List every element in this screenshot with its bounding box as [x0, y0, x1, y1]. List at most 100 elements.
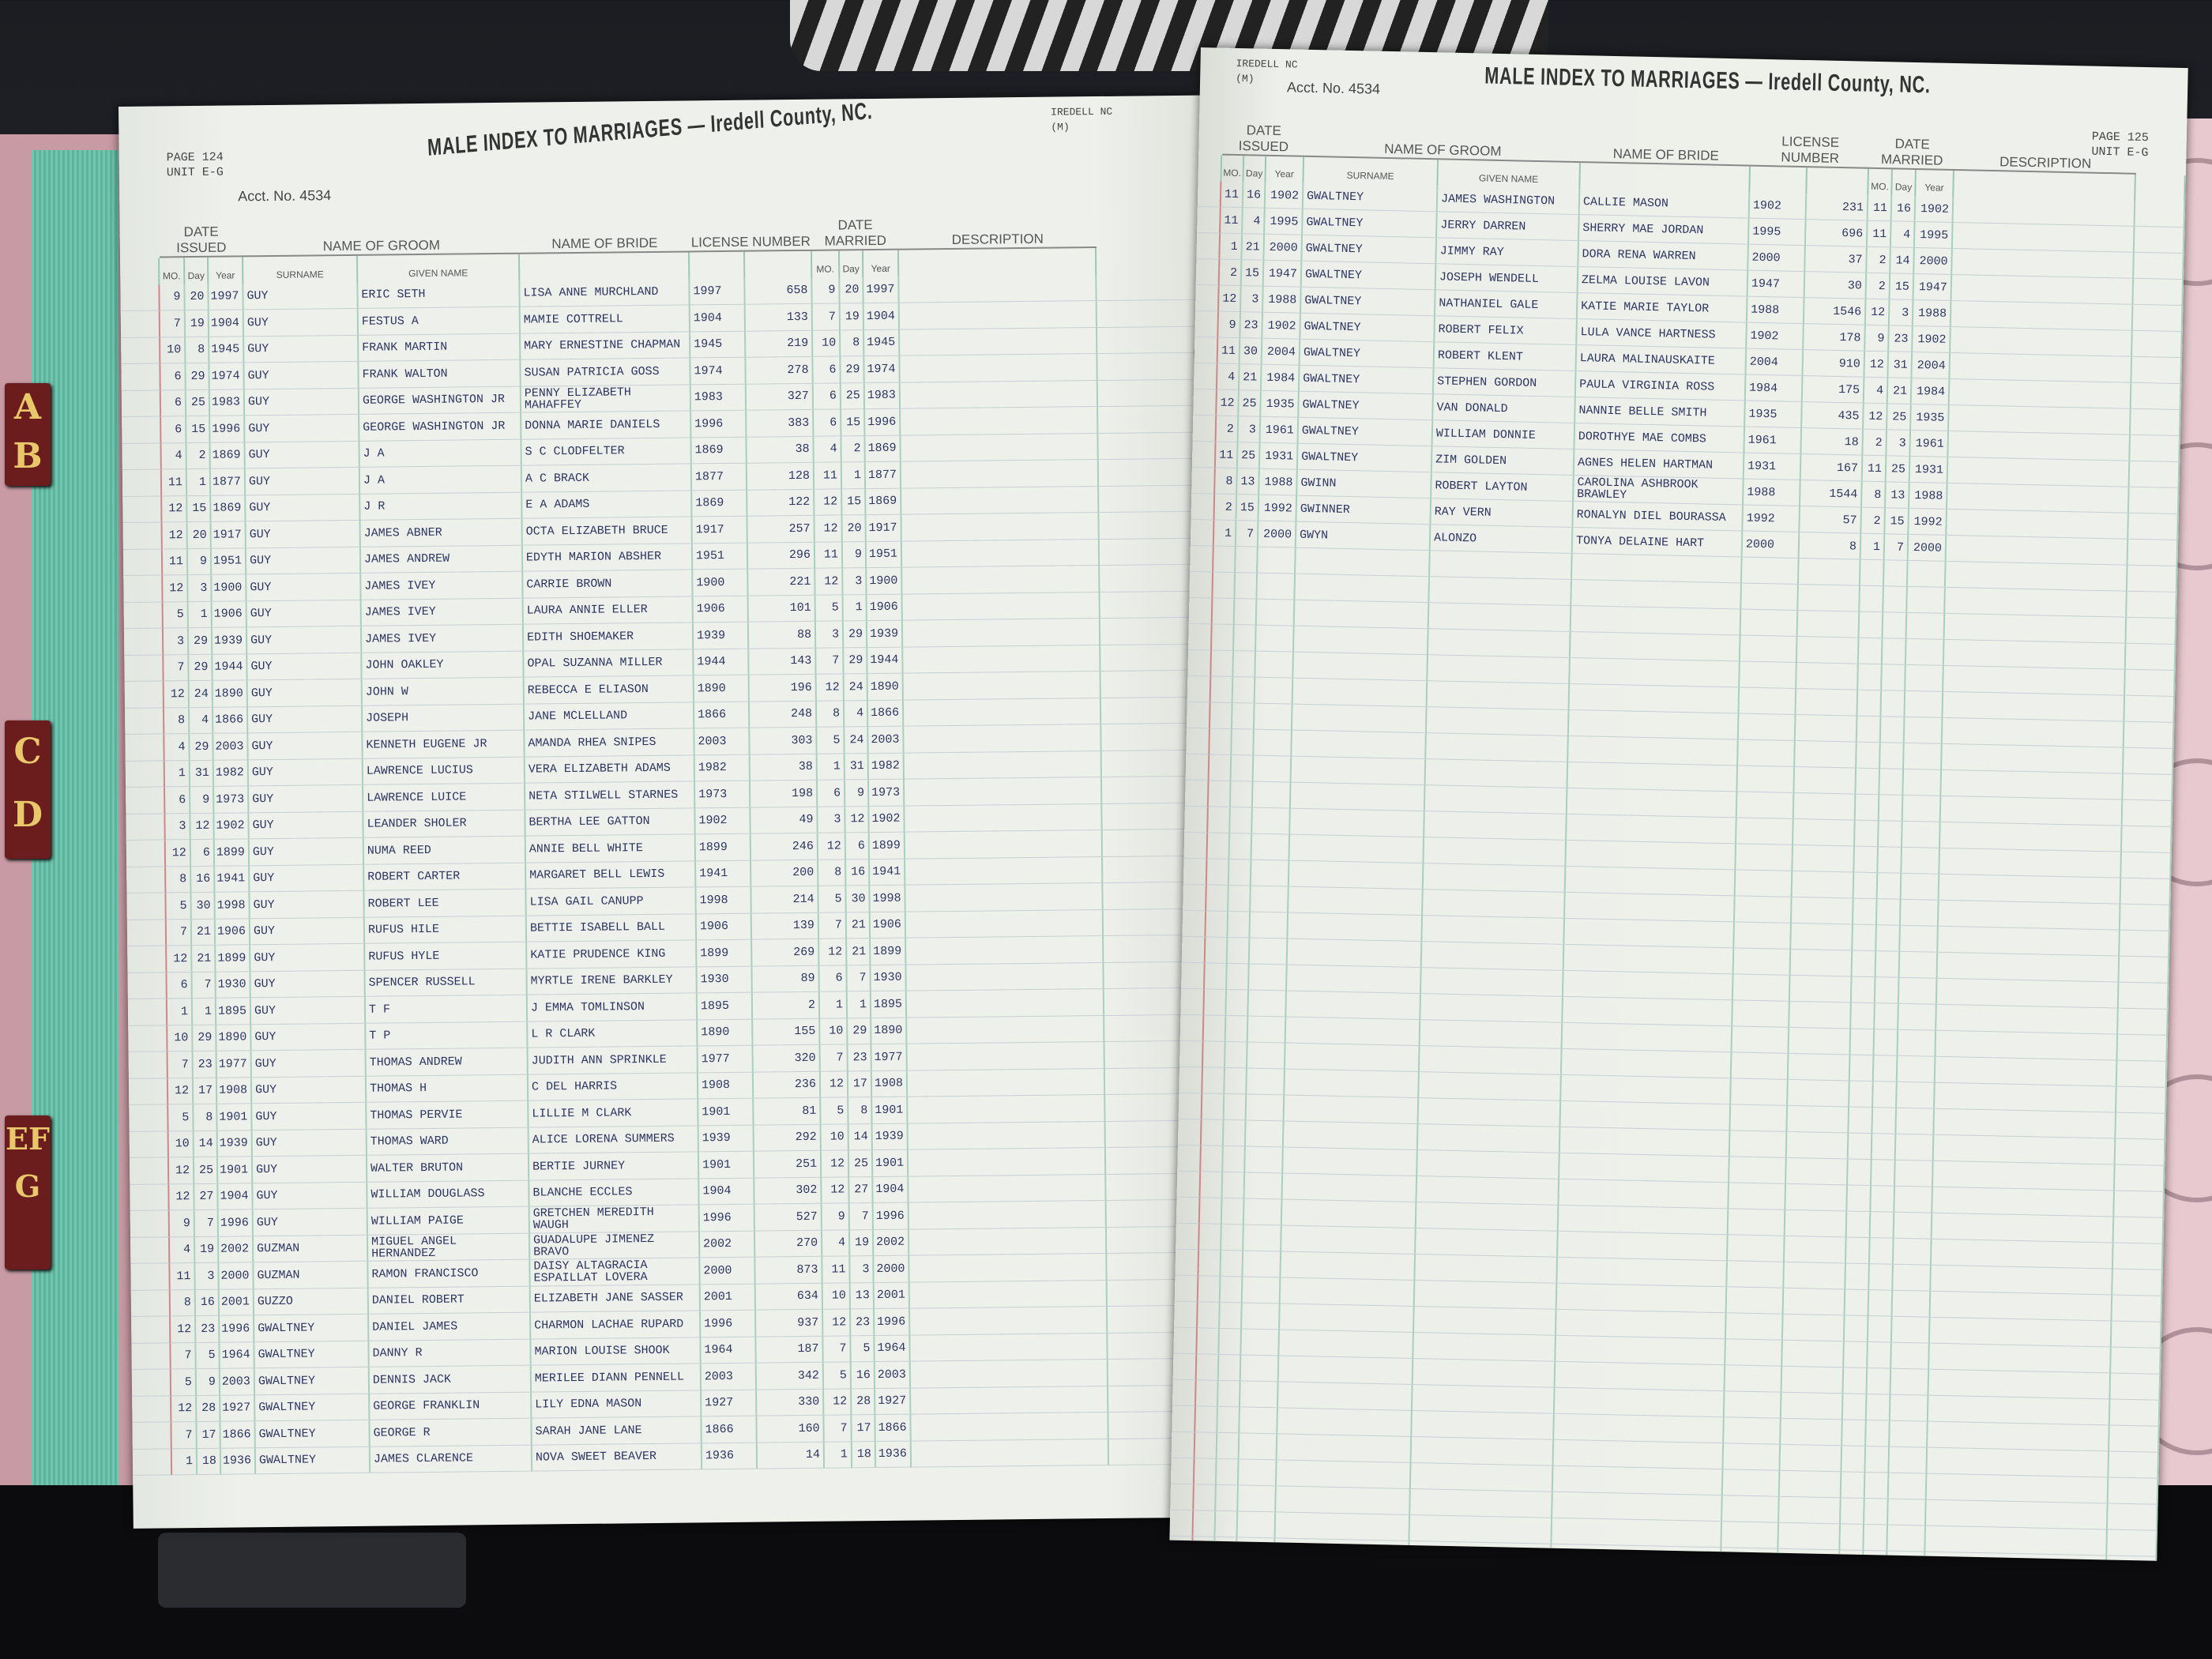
license-number: 248	[749, 701, 818, 728]
extra-cell	[1098, 432, 1205, 461]
license-number: 18	[1801, 428, 1864, 456]
blank-ruled-cell	[1845, 1263, 1870, 1291]
blank-ruled-cell	[1903, 769, 1943, 796]
issued-day: 17	[197, 1421, 221, 1449]
issued-month: 3	[165, 813, 191, 841]
margin-cell	[128, 1078, 169, 1105]
groom-given-name: ALONZO	[1430, 525, 1574, 554]
blank-ruled-cell	[1195, 1380, 1219, 1407]
groom-given-name: DANNY R	[369, 1339, 532, 1367]
margin-cell	[1197, 180, 1222, 208]
blank-ruled-cell	[1875, 977, 1900, 1004]
extra-cell	[2134, 252, 2184, 280]
married-year: 1961	[1910, 430, 1950, 457]
groom-given-name: DANIEL JAMES	[369, 1312, 532, 1341]
blank-ruled-cell	[2111, 1347, 2161, 1375]
bride-name: SUSAN PATRICIA GOSS	[521, 358, 691, 387]
married-year: 1902	[1913, 325, 1951, 353]
blank-ruled-cell	[1937, 952, 2120, 983]
married-year: 1988	[1909, 482, 1948, 510]
extra-cell	[2132, 304, 2184, 333]
blank-ruled-cell	[1423, 863, 1567, 893]
extra-cell	[1097, 273, 1203, 302]
blank-ruled-cell	[1727, 1235, 1785, 1262]
description-cell	[905, 856, 1104, 886]
blank-ruled-cell	[1841, 1472, 1866, 1499]
blank-ruled-cell	[1888, 1499, 1927, 1526]
blank-ruled-cell	[1796, 688, 1859, 717]
description-cell	[1950, 352, 2133, 383]
married-month: 8	[816, 700, 845, 728]
blank-ruled-cell	[1859, 611, 1884, 639]
blank-ruled-cell	[1905, 690, 1944, 718]
blank-ruled-cell	[1181, 962, 1206, 990]
blank-ruled-cell	[1894, 1186, 1933, 1213]
blank-ruled-cell	[1416, 1176, 1560, 1206]
groom-surname: GUY	[245, 467, 361, 495]
bride-name: KATIE PRUDENCE KING	[527, 940, 698, 969]
bride-name: AGNES HELEN HARTMAN	[1574, 450, 1745, 480]
blank-ruled-cell	[2125, 643, 2176, 672]
license-number: 269	[752, 939, 820, 967]
blank-ruled-cell	[1287, 965, 1422, 995]
description-cell	[907, 1041, 1105, 1071]
blank-ruled-cell	[1904, 743, 1943, 770]
margin-cell	[1190, 519, 1215, 547]
bride-name: J EMMA TOMLINSON	[527, 993, 698, 1022]
index-tab-ab[interactable]: A B	[5, 383, 51, 486]
license-number: 527	[754, 1203, 822, 1232]
groom-surname: GUY	[249, 784, 364, 813]
issued-month: 9	[160, 284, 186, 311]
blank-ruled-cell	[1736, 818, 1794, 845]
married-year: 1935	[1911, 404, 1950, 431]
year-header: Year	[1266, 156, 1305, 183]
married-month: 5	[815, 594, 844, 622]
blank-ruled-cell	[1424, 811, 1567, 841]
license-year: 1899	[697, 939, 753, 967]
married-day: 24	[844, 674, 868, 701]
account-number: Acct. No. 4534	[1286, 79, 1381, 97]
description-cell	[1952, 248, 2135, 279]
license-year: 2000	[1742, 531, 1800, 559]
blank-ruled-cell	[1236, 547, 1258, 574]
bride-name: GRETCHEN MEREDITH WAUGH	[529, 1205, 700, 1234]
license-year: 1906	[696, 913, 753, 941]
license-number: 257	[747, 515, 815, 544]
name-of-groom-header: NAME OF GROOM	[243, 201, 520, 258]
issued-day: 9	[187, 548, 213, 576]
margin-cell	[122, 495, 163, 523]
extra-cell	[2128, 487, 2180, 515]
blank-ruled-cell	[1171, 1431, 1196, 1459]
married-year: 1866	[875, 1414, 912, 1442]
description-cell	[909, 1253, 1108, 1283]
issued-year: 1927	[220, 1394, 256, 1422]
married-year: 1996	[873, 1202, 909, 1230]
issued-day: 29	[190, 733, 214, 761]
groom-given-name: RUFUS HILE	[364, 916, 528, 944]
index-tab-cd[interactable]: C D	[5, 720, 51, 859]
blank-ruled-cell	[1245, 1146, 1284, 1174]
blank-ruled-cell	[1789, 975, 1853, 1003]
index-tab-efg[interactable]: EFG	[5, 1115, 51, 1270]
bride-name: CARRIE BROWN	[523, 570, 694, 599]
license-year: 2004	[1746, 348, 1804, 377]
married-day: 19	[849, 1229, 875, 1257]
license-number: 435	[1802, 402, 1864, 430]
blank-ruled-cell	[1738, 739, 1796, 767]
blank-ruled-cell	[1875, 1003, 1899, 1030]
blank-ruled-cell	[1567, 814, 1737, 845]
married-month: 7	[820, 1044, 848, 1072]
blank-ruled-cell	[1568, 709, 1740, 740]
bride-name: BERTIE JURNEY	[529, 1152, 700, 1181]
blank-ruled-cell	[1878, 821, 1903, 848]
married-year: 1904	[863, 303, 901, 330]
blank-ruled-cell	[2117, 1034, 2169, 1062]
blank-ruled-cell	[1203, 1015, 1227, 1042]
blank-ruled-cell	[1290, 808, 1425, 838]
blank-ruled-cell	[1857, 690, 1883, 717]
blank-ruled-cell	[2119, 956, 2170, 984]
bride-name: L R CLARK	[528, 1019, 698, 1048]
license-number: 219	[746, 330, 814, 358]
blank-ruled-cell	[1249, 938, 1288, 965]
married-year: 1902	[1915, 195, 1954, 223]
